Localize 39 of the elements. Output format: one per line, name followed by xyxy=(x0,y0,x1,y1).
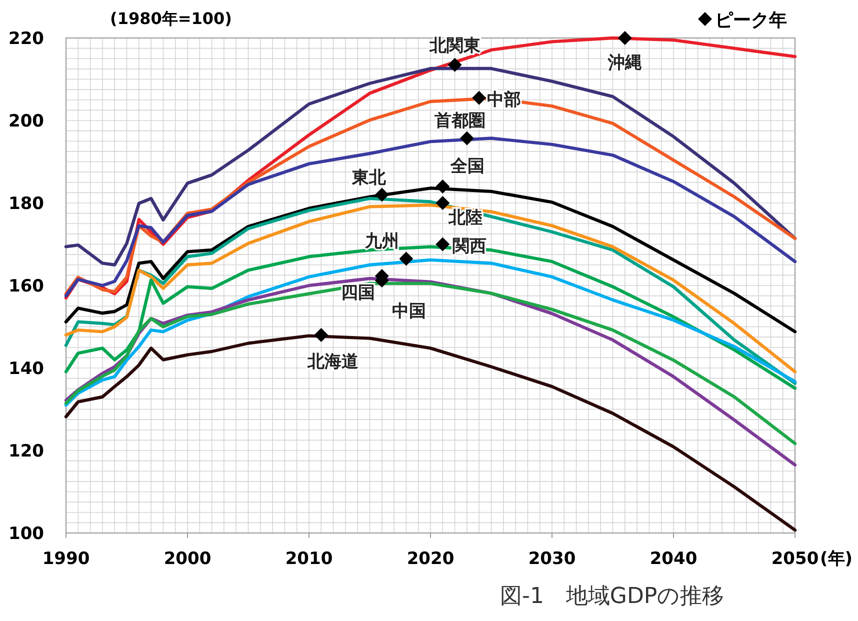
x-tick-label: 2000 xyxy=(164,549,212,569)
x-tick-label: 2020 xyxy=(406,549,454,569)
annotation: 沖縄 xyxy=(606,53,642,73)
annotation: 東北 xyxy=(350,168,387,188)
text: 図-1 地域GDPの推移 xyxy=(500,584,724,609)
annotation: 北関東 xyxy=(428,36,482,56)
x-tick-label: 2040 xyxy=(650,549,698,569)
legend: ピーク年 xyxy=(698,10,787,31)
point xyxy=(374,188,389,202)
y-tick-label: 140 xyxy=(8,359,44,379)
x-tick-label: 2030 xyxy=(528,549,576,569)
annotation: 中国 xyxy=(392,302,426,322)
y-axis-title: (1980年=100) xyxy=(110,9,232,28)
y-tick-label: 160 xyxy=(8,276,44,296)
y-tick-label: 180 xyxy=(8,194,44,214)
annotation: 四国 xyxy=(340,283,375,304)
point xyxy=(436,180,450,194)
point xyxy=(314,328,328,342)
point xyxy=(448,58,462,72)
y-tick-label: 220 xyxy=(8,29,44,49)
x-tick-label: 2010 xyxy=(285,549,333,569)
point xyxy=(460,131,474,146)
annotation: 北海道 xyxy=(306,352,359,372)
point xyxy=(618,31,632,45)
y-tick-label: 100 xyxy=(8,524,44,544)
y-tick-label: 120 xyxy=(8,442,44,462)
annotation: 全国 xyxy=(450,156,485,176)
legend-label: ピーク年 xyxy=(715,10,787,31)
annotation: 北陸 xyxy=(448,208,483,228)
point xyxy=(436,196,450,210)
annotation: 九州 xyxy=(364,232,400,252)
point xyxy=(472,90,486,105)
annotation: 首都圏 xyxy=(433,111,486,132)
x-axis-title: (年) xyxy=(820,549,853,569)
point xyxy=(436,237,450,252)
x-tick-label: 1990 xyxy=(42,549,90,569)
x-tick-label: 2050 xyxy=(771,549,819,569)
y-tick-label: 200 xyxy=(8,112,44,132)
point xyxy=(399,252,414,266)
